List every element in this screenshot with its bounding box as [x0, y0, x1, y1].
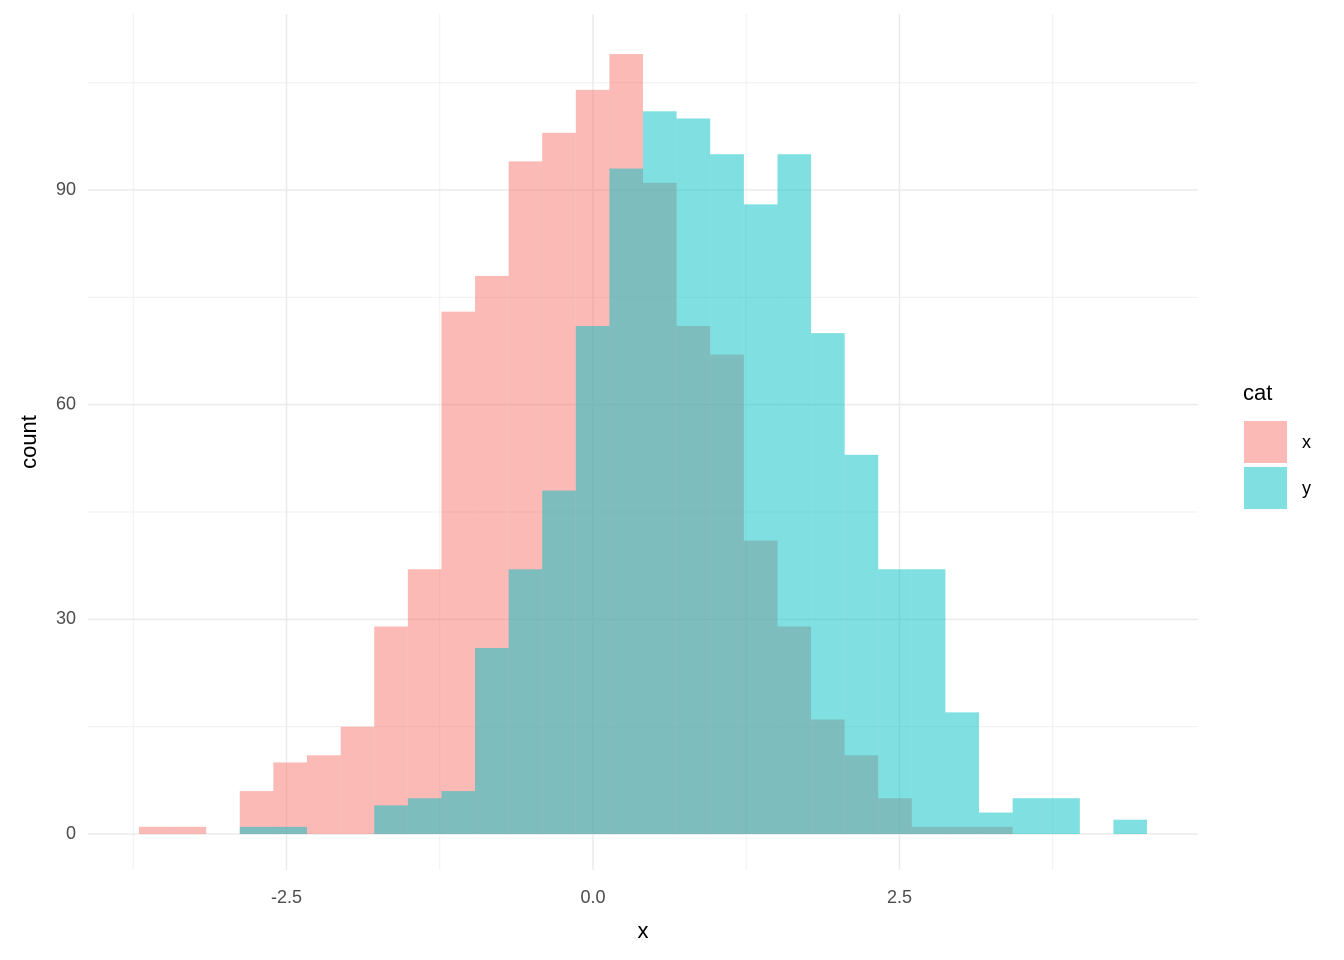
bar — [172, 826, 207, 835]
bar — [475, 647, 509, 835]
bar — [844, 454, 879, 835]
bar — [273, 826, 307, 835]
bar — [273, 762, 307, 835]
y-axis-title: count — [16, 415, 41, 469]
bar — [878, 569, 912, 835]
x-tick-label: 0.0 — [580, 887, 605, 907]
bar — [508, 569, 543, 835]
bar — [743, 204, 778, 835]
bar — [1046, 798, 1080, 835]
bar — [710, 154, 744, 835]
y-tick-label: 0 — [66, 823, 76, 843]
bar — [139, 826, 173, 835]
legend-label: y — [1302, 478, 1311, 498]
bar — [407, 569, 442, 835]
y-tick-label: 90 — [56, 179, 76, 199]
legend-label: x — [1302, 432, 1311, 452]
y-tick-label: 30 — [56, 608, 76, 628]
bar — [441, 311, 476, 835]
y-tick-label: 60 — [56, 393, 76, 413]
bar — [542, 490, 576, 835]
bar — [609, 168, 643, 835]
x-axis-title: x — [638, 918, 649, 943]
bar — [340, 726, 375, 835]
bar — [979, 812, 1013, 835]
bar — [911, 569, 946, 835]
bar — [777, 154, 812, 835]
bar — [1012, 798, 1047, 835]
bar — [811, 333, 845, 835]
x-tick-label: -2.5 — [271, 887, 302, 907]
bar — [441, 791, 476, 835]
bar — [676, 118, 711, 835]
legend-key — [1244, 421, 1287, 463]
bar — [374, 805, 408, 835]
bar — [239, 826, 274, 835]
x-tick-label: 2.5 — [887, 887, 912, 907]
legend-title: cat — [1243, 380, 1272, 405]
bar — [643, 111, 677, 835]
bar — [945, 712, 980, 835]
bar — [575, 325, 610, 835]
bar — [407, 798, 442, 835]
bar — [1113, 819, 1147, 835]
legend-key — [1244, 467, 1287, 509]
bar — [306, 755, 341, 835]
bar — [374, 626, 408, 835]
